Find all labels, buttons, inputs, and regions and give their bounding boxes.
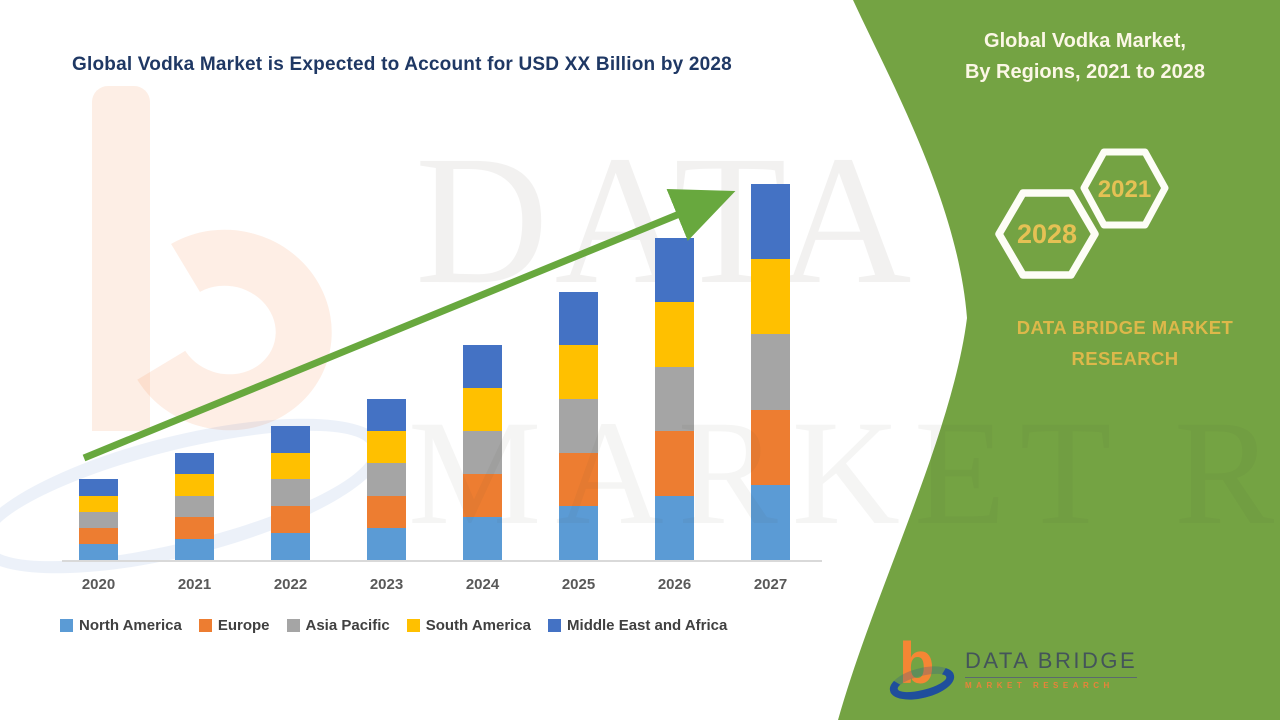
bar-segment-2022-north-america <box>271 533 310 560</box>
bar-segment-2022-asia-pacific <box>271 479 310 507</box>
bar-segment-2026-asia-pacific <box>655 366 694 432</box>
x-axis-line <box>62 560 822 562</box>
side-panel-header: Global Vodka Market, By Regions, 2021 to… <box>930 26 1240 88</box>
bar-segment-2022-middle-east-and-africa <box>271 425 310 453</box>
bar-segment-2020-asia-pacific <box>79 511 118 528</box>
logo-b-glyph: b <box>899 631 935 696</box>
bar-segment-2020-middle-east-and-africa <box>79 479 118 496</box>
chart-legend: North America Europe Asia Pacific South Ame… <box>60 617 727 634</box>
legend-swatch-icon <box>548 619 562 632</box>
bar-segment-2025-asia-pacific <box>559 398 598 453</box>
bar-segment-2020-north-america <box>79 543 118 560</box>
legend-label: Asia Pacific <box>305 617 390 634</box>
logo-swirl-icon <box>886 660 958 706</box>
x-axis-label-2023: 2023 <box>369 576 404 593</box>
x-axis-label-2022: 2022 <box>273 576 308 593</box>
x-axis-label-2027: 2027 <box>753 576 788 593</box>
legend-swatch-icon <box>286 619 300 632</box>
x-axis-label-2020: 2020 <box>81 576 116 593</box>
bar-segment-2027-europe <box>751 409 790 485</box>
legend-item-europe: Europe <box>198 617 270 634</box>
company-logo-tagline: MARKET RESEARCH <box>965 681 1114 690</box>
legend-item-asia-pacific: Asia Pacific <box>286 617 390 634</box>
brand-text: DATA BRIDGE MARKET RESEARCH <box>975 312 1275 375</box>
chart-title: Global Vodka Market is Expected to Accou… <box>72 54 732 75</box>
legend-swatch-icon <box>406 619 420 632</box>
bar-segment-2023-asia-pacific <box>367 463 406 496</box>
legend-label: Europe <box>217 617 270 634</box>
x-axis-label-2021: 2021 <box>177 576 212 593</box>
bar-segment-2021-middle-east-and-africa <box>175 452 214 475</box>
bar-segment-2021-asia-pacific <box>175 495 214 518</box>
legend-item-north-america: North America <box>60 617 182 634</box>
bar-segment-2025-south-america <box>559 345 598 399</box>
bar-segment-2025-europe <box>559 452 598 507</box>
bar-segment-2024-north-america <box>463 517 502 560</box>
x-axis-label-2024: 2024 <box>465 576 500 593</box>
legend-label: South America <box>425 617 532 634</box>
side-panel-header-line2: By Regions, 2021 to 2028 <box>964 61 1206 83</box>
hexagon-badge-2021: 2021 <box>1080 148 1169 229</box>
legend-label: North America <box>79 617 182 634</box>
bar-segment-2023-middle-east-and-africa <box>367 398 406 432</box>
company-logo: b DATA BRIDGE MARKET RESEARCH <box>886 631 1138 706</box>
bar-segment-2024-asia-pacific <box>463 431 502 475</box>
company-logo-name: DATA BRIDGE <box>965 648 1138 678</box>
company-logo-icon: b <box>886 631 958 706</box>
company-logo-wordmark: DATA BRIDGE MARKET RESEARCH <box>965 648 1138 690</box>
legend-item-middle-east-and-africa: Middle East and Africa <box>548 617 727 634</box>
legend-label: Middle East and Africa <box>567 617 728 634</box>
bar-segment-2027-south-america <box>751 259 790 335</box>
bar-segment-2020-europe <box>79 527 118 544</box>
bar-segment-2026-middle-east-and-africa <box>655 237 694 303</box>
brand-text-line1: DATA BRIDGE MARKET <box>1016 317 1234 338</box>
bar-segment-2023-south-america <box>367 431 406 464</box>
hexagon-badge-2028: 2028 <box>995 189 1099 279</box>
bar-segment-2027-asia-pacific <box>751 334 790 410</box>
bar-segment-2026-north-america <box>655 495 694 560</box>
bar-segment-2024-middle-east-and-africa <box>463 345 502 389</box>
bar-segment-2027-north-america <box>751 484 790 560</box>
hexagon-2028-label: 2028 <box>1017 219 1077 249</box>
bar-segment-2025-north-america <box>559 506 598 560</box>
bar-segment-2021-north-america <box>175 538 214 560</box>
bar-segment-2022-europe <box>271 506 310 534</box>
hexagon-2021-label: 2021 <box>1098 176 1151 203</box>
bar-segment-2027-middle-east-and-africa <box>751 184 790 260</box>
legend-item-south-america: South America <box>406 617 532 634</box>
bar-segment-2025-middle-east-and-africa <box>559 291 598 346</box>
brand-text-line2: RESEARCH <box>1071 348 1179 370</box>
bar-segment-2022-south-america <box>271 452 310 480</box>
x-axis-label-2026: 2026 <box>657 576 692 593</box>
bar-segment-2023-europe <box>367 495 406 528</box>
bar-segment-2024-south-america <box>463 388 502 432</box>
x-axis-label-2025: 2025 <box>561 576 596 593</box>
bar-segment-2024-europe <box>463 474 502 518</box>
side-panel-header-line1: Global Vodka Market, <box>984 30 1186 52</box>
bar-segment-2026-south-america <box>655 302 694 367</box>
bar-segment-2026-europe <box>655 431 694 496</box>
legend-swatch-icon <box>198 619 212 632</box>
bar-segment-2020-south-america <box>79 495 118 512</box>
bar-segment-2023-north-america <box>367 527 406 560</box>
bar-segment-2021-europe <box>175 517 214 539</box>
legend-swatch-icon <box>60 619 73 632</box>
bar-segment-2021-south-america <box>175 474 214 496</box>
